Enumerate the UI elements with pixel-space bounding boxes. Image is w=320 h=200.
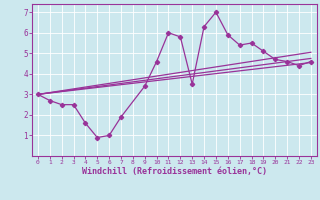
X-axis label: Windchill (Refroidissement éolien,°C): Windchill (Refroidissement éolien,°C): [82, 167, 267, 176]
